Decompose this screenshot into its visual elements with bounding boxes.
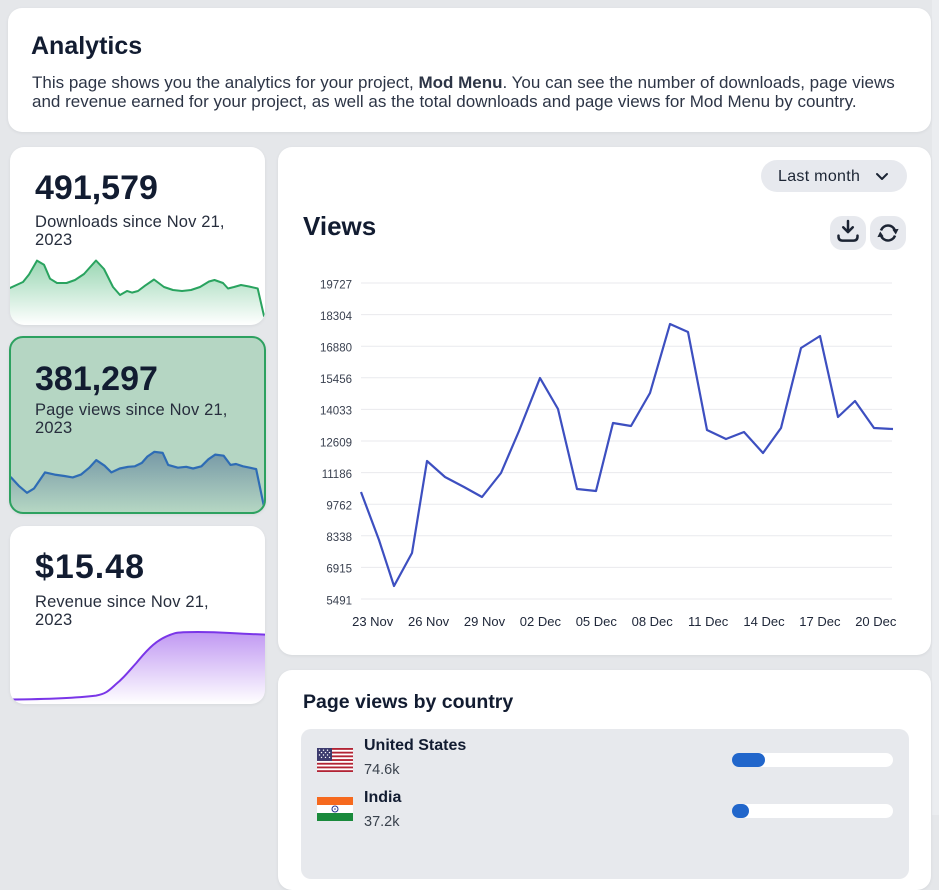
- svg-text:05 Dec: 05 Dec: [576, 614, 618, 629]
- svg-text:11186: 11186: [322, 469, 352, 481]
- svg-text:14033: 14033: [320, 406, 352, 418]
- svg-text:5491: 5491: [326, 595, 352, 607]
- svg-text:19727: 19727: [320, 279, 352, 291]
- svg-text:02 Dec: 02 Dec: [520, 614, 562, 629]
- svg-text:26 Nov: 26 Nov: [408, 614, 450, 629]
- svg-text:11 Dec: 11 Dec: [688, 614, 729, 629]
- svg-text:15456: 15456: [320, 374, 352, 386]
- svg-text:23 Nov: 23 Nov: [352, 614, 394, 629]
- svg-text:17 Dec: 17 Dec: [799, 614, 841, 629]
- svg-text:8338: 8338: [326, 532, 352, 544]
- svg-text:18304: 18304: [320, 311, 353, 323]
- svg-text:08 Dec: 08 Dec: [632, 614, 674, 629]
- svg-text:20 Dec: 20 Dec: [855, 614, 897, 629]
- svg-text:16880: 16880: [320, 343, 352, 355]
- svg-text:6915: 6915: [326, 564, 352, 576]
- svg-text:29 Nov: 29 Nov: [464, 614, 506, 629]
- svg-text:14 Dec: 14 Dec: [743, 614, 785, 629]
- svg-text:12609: 12609: [320, 437, 352, 449]
- svg-text:9762: 9762: [326, 501, 352, 513]
